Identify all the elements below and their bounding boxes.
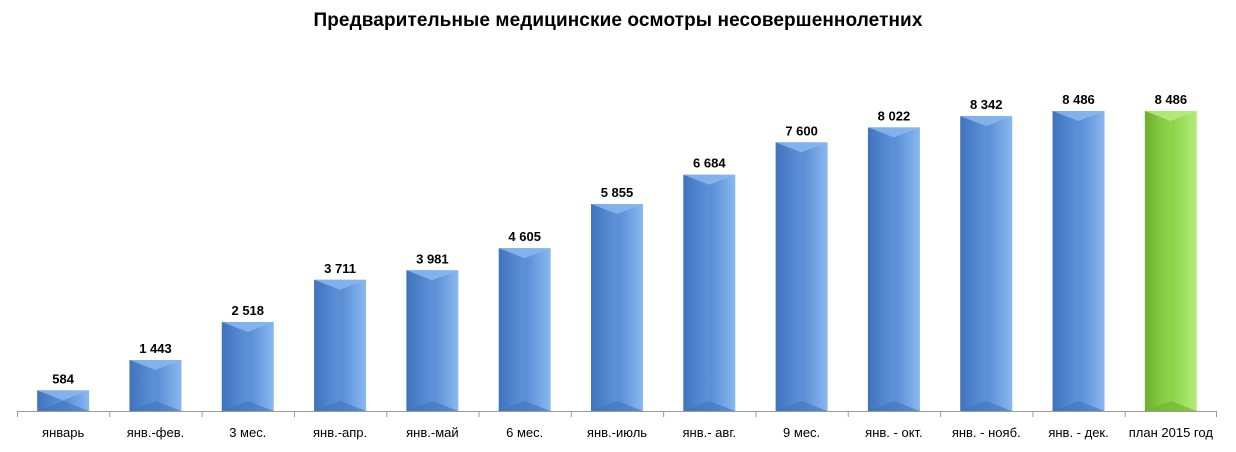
bar-body (960, 116, 1013, 412)
bar-bottom-facet (1144, 401, 1197, 411)
bar-body (406, 270, 459, 411)
bar-body (221, 321, 274, 411)
x-tick-label: январь (42, 425, 84, 440)
bar (314, 279, 367, 411)
bar-value-label: 584 (52, 371, 74, 386)
bar-top-facet (314, 279, 367, 290)
bar (960, 116, 1013, 412)
bar-top-facet (775, 142, 828, 153)
x-tick-label: 9 мес. (783, 425, 820, 440)
bar-top-facet (221, 321, 274, 332)
bar-bottom-facet (406, 401, 459, 411)
bar-top-facet (1052, 111, 1105, 121)
bar (221, 321, 274, 411)
bar-top-facet (591, 204, 643, 215)
bar-bottom-facet (221, 401, 274, 411)
bar-top-facet (37, 390, 90, 401)
bar-value-label: 5 855 (601, 185, 634, 200)
bar-body (1052, 111, 1105, 411)
bar (37, 390, 90, 411)
bar-bottom-facet (960, 401, 1013, 411)
bar-body (498, 248, 551, 411)
bar-bottom-facet (591, 401, 643, 411)
bar-bottom-facet (683, 401, 736, 411)
bar-value-label: 4 605 (508, 229, 541, 244)
bar-body (37, 390, 90, 411)
bar-value-label: 6 684 (693, 156, 726, 171)
bar-plan (1144, 111, 1197, 411)
bar-top-facet (129, 359, 182, 370)
x-tick-label: янв.-фев. (127, 425, 185, 440)
bar-top-facet (1144, 111, 1197, 121)
x-tick-label: янв.- авг. (683, 425, 737, 440)
x-tick-label: янв.-июль (587, 425, 647, 440)
bar-top-facet (683, 174, 736, 185)
bar-bottom-facet (314, 401, 367, 411)
bar-value-label: 3 711 (324, 261, 356, 276)
bar-top-facet (406, 270, 459, 281)
bar-value-label: 7 600 (785, 123, 818, 138)
x-tick-label: янв. - дек. (1048, 425, 1108, 440)
bar-body (867, 127, 920, 411)
bar (129, 359, 182, 411)
bar (867, 127, 920, 411)
bar-value-label: 1 443 (139, 341, 172, 356)
bar-top-facet (867, 127, 920, 138)
bar-body (314, 279, 367, 411)
x-tick-label: 6 мес. (506, 425, 543, 440)
bar-bottom-facet (129, 401, 182, 411)
bar-top-facet (960, 116, 1013, 127)
bar-top-facet (498, 248, 551, 259)
chart-title: Предварительные медицинские осмотры несо… (313, 10, 923, 31)
x-tick-label: янв. - окт. (865, 425, 922, 440)
bar (498, 248, 551, 411)
x-tick-label: янв. - нояб. (952, 425, 1021, 440)
bar-bottom-facet (37, 401, 90, 411)
bar (1052, 111, 1105, 411)
x-tick-label: 3 мес. (229, 425, 266, 440)
bar-bottom-facet (775, 401, 828, 411)
bar (683, 174, 736, 411)
x-tick-label: план 2015 год (1129, 425, 1214, 440)
bar-value-label: 8 486 (1062, 92, 1095, 107)
bar-body (683, 174, 736, 411)
bar-value-label: 8 022 (878, 108, 911, 123)
bar-bottom-facet (867, 401, 920, 411)
bar-body (775, 142, 828, 411)
bar-value-label: 8 342 (970, 97, 1003, 112)
bar-body (591, 204, 643, 411)
bar (406, 270, 459, 411)
bar-bottom-facet (498, 401, 551, 411)
x-tick-label: янв.-апр. (313, 425, 367, 440)
bar-body (1144, 111, 1197, 411)
bar-value-label: 3 981 (416, 251, 449, 266)
bar-bottom-facet (1052, 401, 1105, 411)
bar (775, 142, 828, 411)
bar (591, 204, 643, 411)
x-tick-label: янв.-май (406, 425, 459, 440)
bar-value-label: 2 518 (231, 303, 264, 318)
bar-value-label: 8 486 (1155, 92, 1188, 107)
